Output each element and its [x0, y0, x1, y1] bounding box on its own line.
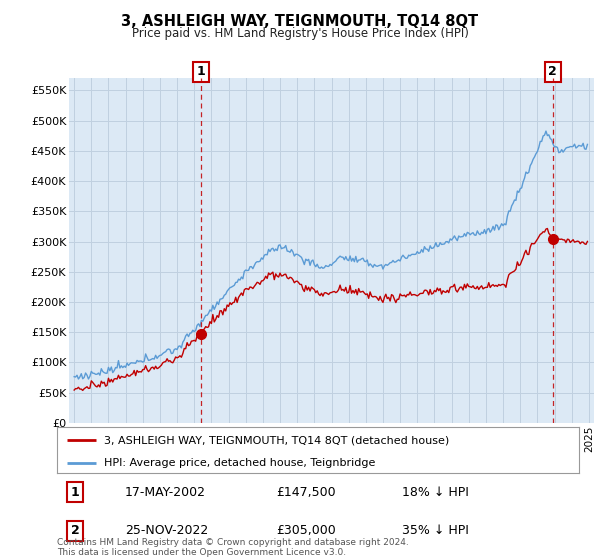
Text: Contains HM Land Registry data © Crown copyright and database right 2024.
This d: Contains HM Land Registry data © Crown c… [57, 538, 409, 557]
Text: Price paid vs. HM Land Registry's House Price Index (HPI): Price paid vs. HM Land Registry's House … [131, 27, 469, 40]
Text: HPI: Average price, detached house, Teignbridge: HPI: Average price, detached house, Teig… [104, 458, 376, 468]
Text: 25-NOV-2022: 25-NOV-2022 [125, 524, 208, 537]
Text: £147,500: £147,500 [276, 486, 336, 498]
Text: 1: 1 [196, 66, 205, 78]
Text: £305,000: £305,000 [276, 524, 336, 537]
Text: 3, ASHLEIGH WAY, TEIGNMOUTH, TQ14 8QT: 3, ASHLEIGH WAY, TEIGNMOUTH, TQ14 8QT [121, 14, 479, 29]
Text: 2: 2 [71, 524, 80, 537]
Text: 1: 1 [71, 486, 80, 498]
Text: 2: 2 [548, 66, 557, 78]
Text: 18% ↓ HPI: 18% ↓ HPI [401, 486, 469, 498]
Text: 17-MAY-2002: 17-MAY-2002 [125, 486, 206, 498]
Text: 3, ASHLEIGH WAY, TEIGNMOUTH, TQ14 8QT (detached house): 3, ASHLEIGH WAY, TEIGNMOUTH, TQ14 8QT (d… [104, 435, 449, 445]
Text: 35% ↓ HPI: 35% ↓ HPI [401, 524, 469, 537]
